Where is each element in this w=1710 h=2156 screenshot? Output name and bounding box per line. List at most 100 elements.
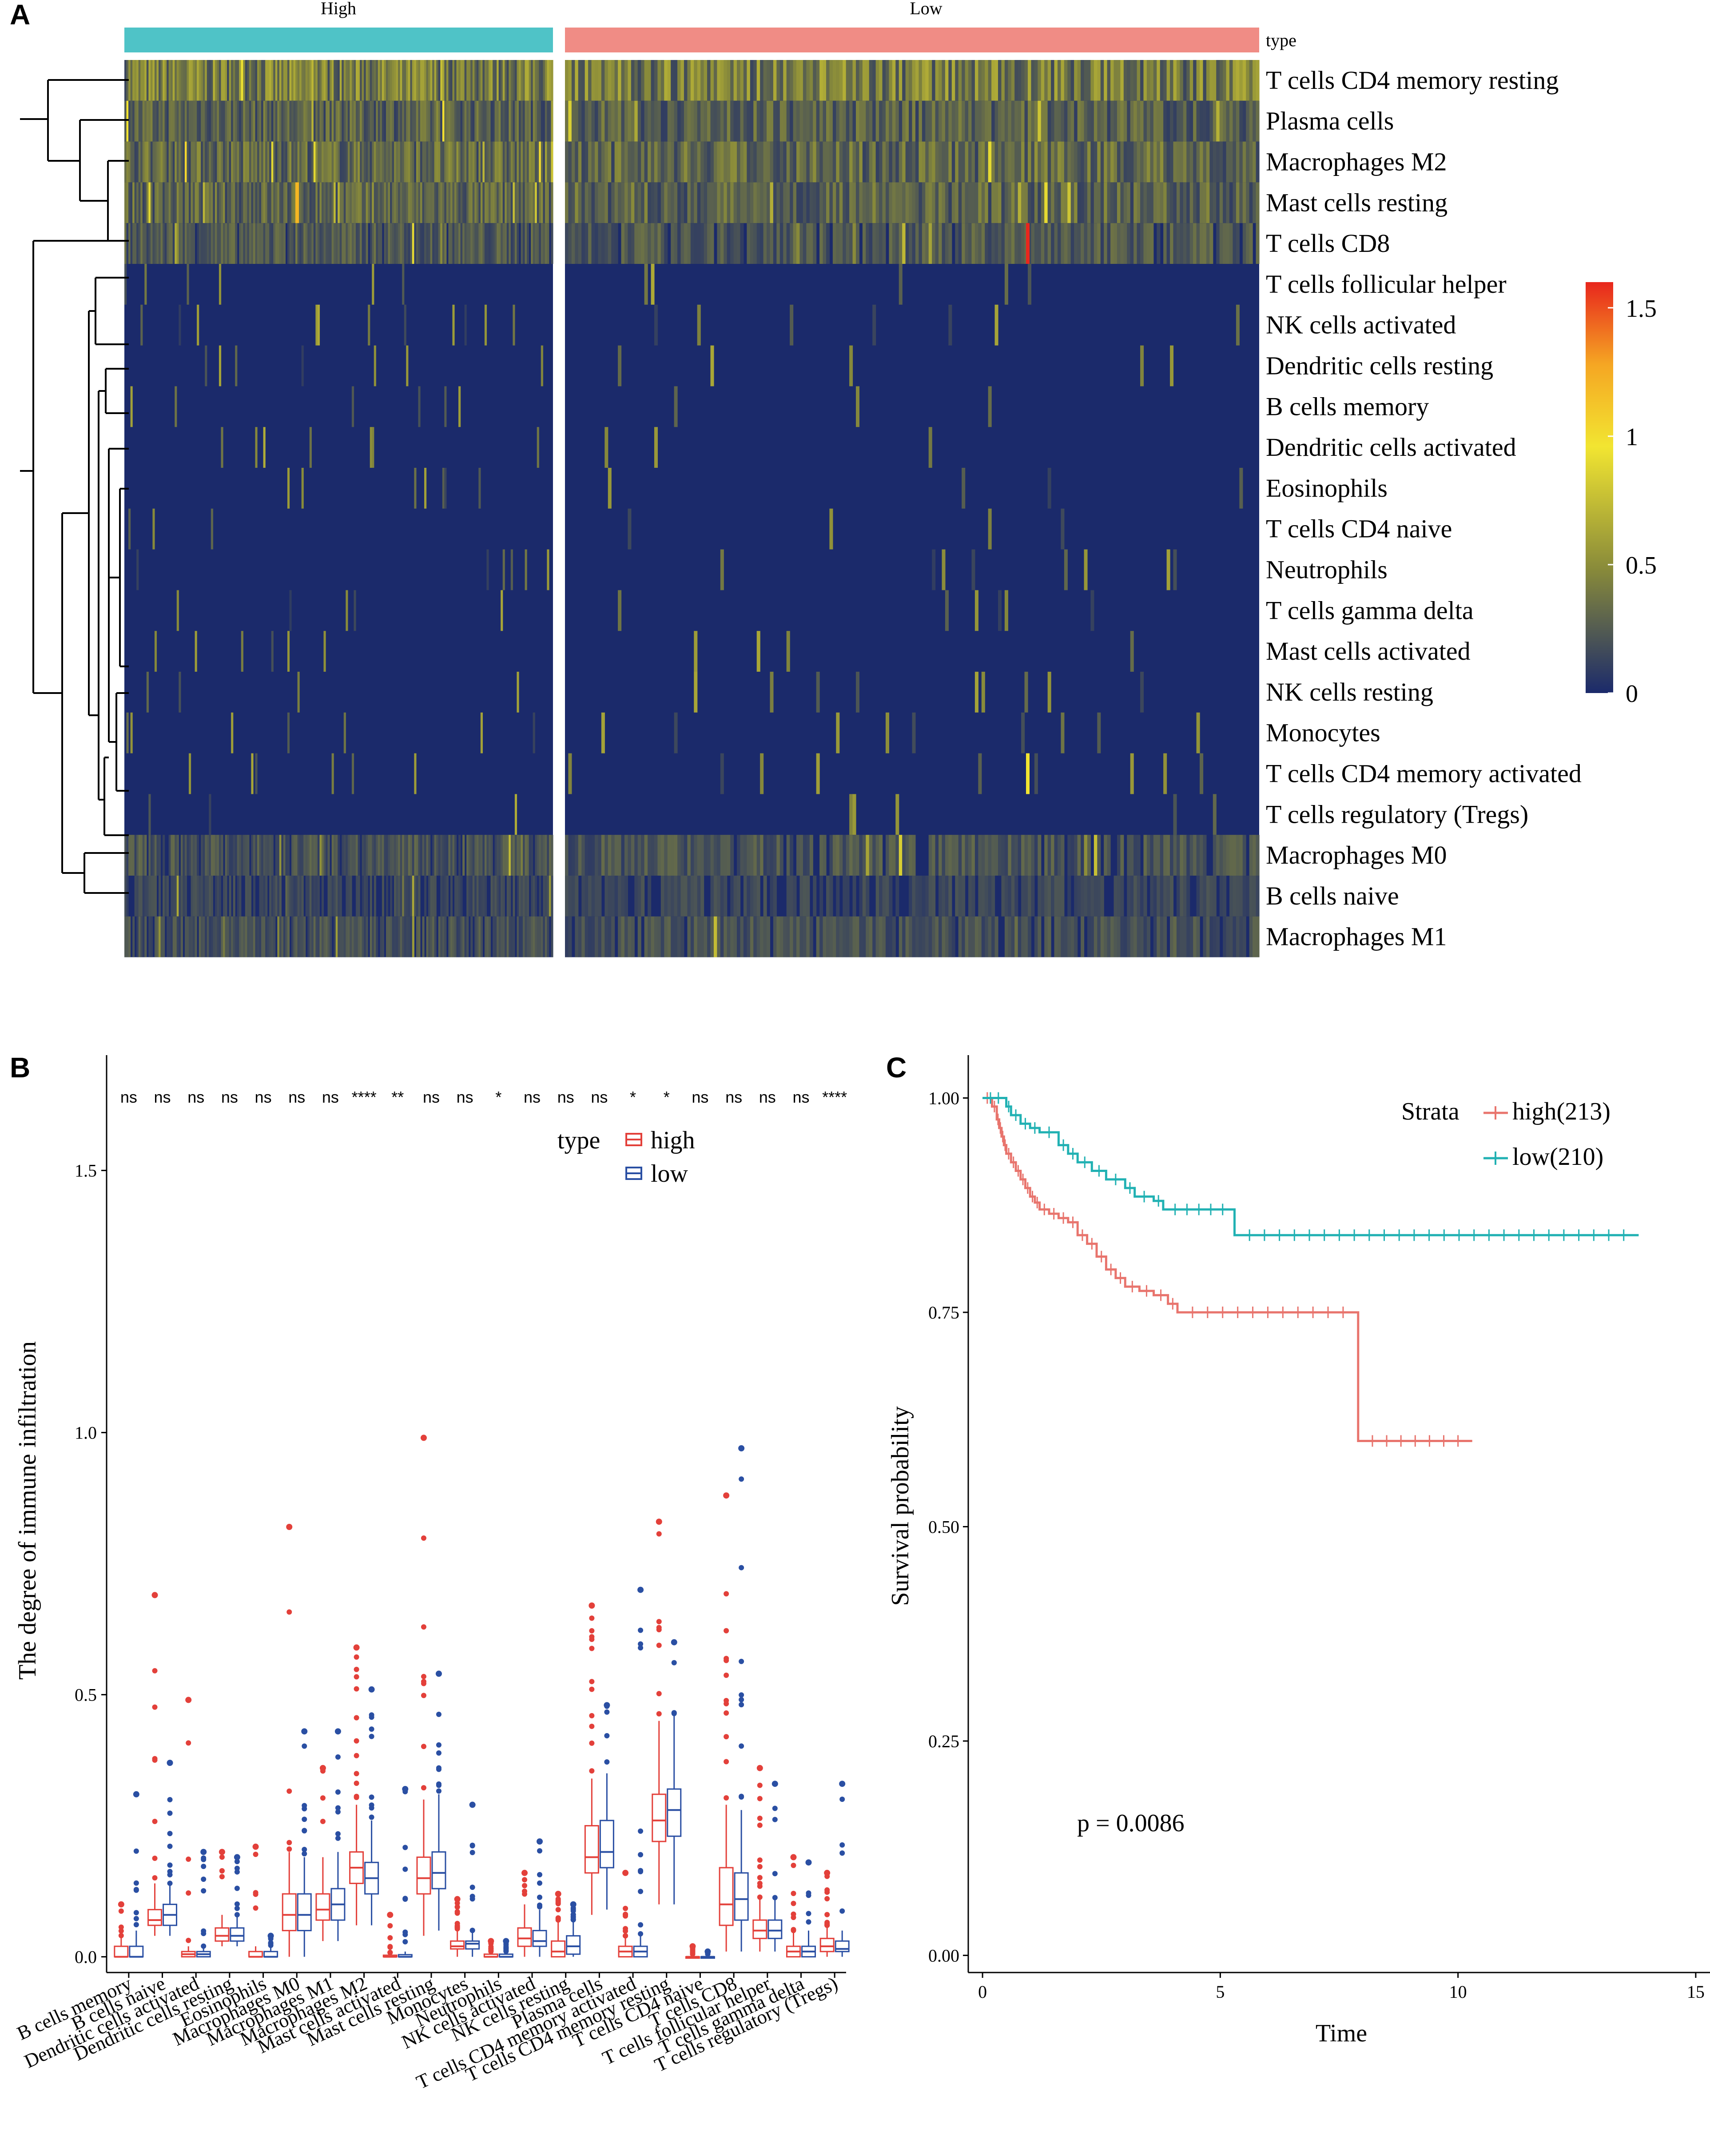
heatmap-cell bbox=[855, 141, 860, 183]
heatmap-cell bbox=[398, 835, 401, 876]
heatmap-cell bbox=[912, 712, 916, 753]
heatmap-cell bbox=[472, 141, 475, 183]
heatmap-cell bbox=[343, 916, 346, 957]
heatmap-cell bbox=[945, 141, 949, 183]
heatmap-cell bbox=[852, 141, 856, 183]
heatmap-cell bbox=[925, 916, 929, 957]
significance-label: ns bbox=[557, 1088, 574, 1106]
heatmap-cell bbox=[154, 182, 157, 223]
heatmap-cell bbox=[313, 223, 316, 264]
outlier-point bbox=[320, 1795, 326, 1801]
heatmap-cell bbox=[164, 223, 167, 264]
heatmap-cell bbox=[281, 916, 284, 957]
heatmap-cell bbox=[175, 835, 177, 876]
heatmap-cell bbox=[392, 141, 394, 183]
heatmap-cell bbox=[269, 876, 272, 917]
heatmap-cell bbox=[545, 100, 548, 142]
heatmap-cell bbox=[271, 141, 274, 183]
heatmap-cell bbox=[376, 141, 378, 183]
heatmap-cell bbox=[978, 916, 982, 957]
outlier-point bbox=[436, 1788, 441, 1794]
heatmap-cell bbox=[998, 835, 1002, 876]
heatmap-cell bbox=[299, 876, 302, 917]
heatmap-cell bbox=[231, 60, 234, 101]
heatmap-cell bbox=[962, 182, 966, 223]
heatmap-cell bbox=[547, 876, 549, 917]
heatmap-cell bbox=[494, 916, 497, 957]
heatmap-cell bbox=[1090, 60, 1094, 101]
heatmap-cell bbox=[323, 182, 326, 223]
heatmap-cell bbox=[404, 835, 406, 876]
heatmap-cell bbox=[803, 141, 807, 183]
heatmap-cell bbox=[671, 182, 675, 223]
heatmap-cell bbox=[1246, 876, 1250, 917]
heatmap-cell bbox=[267, 916, 270, 957]
heatmap-cell bbox=[321, 141, 324, 183]
heatmap-cell bbox=[513, 835, 515, 876]
heatmap-cell bbox=[1081, 60, 1085, 101]
heatmap-cell bbox=[1223, 835, 1227, 876]
heatmap-cell bbox=[657, 916, 661, 957]
outlier-point bbox=[302, 1806, 307, 1812]
heatmap-cell bbox=[733, 182, 737, 223]
heatmap-cell bbox=[159, 876, 161, 917]
heatmap-cell bbox=[261, 182, 264, 223]
heatmap-cell bbox=[502, 141, 505, 183]
heatmap-cell bbox=[251, 60, 254, 101]
heatmap-cell bbox=[243, 223, 246, 264]
heatmap-cell bbox=[740, 100, 744, 142]
significance-label: ns bbox=[255, 1088, 272, 1106]
heatmap-cell bbox=[167, 100, 169, 142]
heatmap-cell bbox=[378, 835, 380, 876]
heatmap-cell bbox=[126, 223, 129, 264]
heatmap-cell bbox=[809, 141, 813, 183]
heatmap-cell bbox=[674, 916, 678, 957]
heatmap-cell bbox=[939, 100, 942, 142]
heatmap-cell bbox=[611, 916, 615, 957]
heatmap-cell bbox=[680, 835, 684, 876]
heatmap-cell bbox=[362, 141, 364, 183]
heatmap-cell bbox=[885, 182, 889, 223]
heatmap-cell bbox=[1100, 60, 1104, 101]
heatmap-cell bbox=[680, 141, 684, 183]
heatmap-cell bbox=[257, 182, 260, 223]
heatmap-cell bbox=[217, 141, 219, 183]
heatmap-cell bbox=[948, 182, 952, 223]
heatmap-cell bbox=[233, 876, 235, 917]
heatmap-low-block bbox=[565, 60, 1260, 957]
heatmap-cell bbox=[346, 916, 348, 957]
heatmap-cell bbox=[510, 223, 513, 264]
legend-title: type bbox=[557, 1127, 600, 1154]
heatmap-cell bbox=[486, 141, 489, 183]
heatmap-cell bbox=[183, 876, 185, 917]
heatmap-cell bbox=[717, 141, 721, 183]
heatmap-cell bbox=[271, 223, 274, 264]
heatmap-cell bbox=[263, 835, 266, 876]
heatmap-cell bbox=[263, 427, 266, 468]
heatmap-cell bbox=[317, 876, 320, 917]
outlier-point bbox=[771, 1781, 778, 1787]
outlier-point bbox=[454, 1904, 460, 1910]
heatmap-cell bbox=[386, 223, 389, 264]
heatmap-cell bbox=[239, 60, 242, 101]
heatmap-cell bbox=[124, 264, 127, 305]
heatmap-cell bbox=[799, 100, 803, 142]
heatmap-cell bbox=[1107, 100, 1111, 142]
heatmap-cell bbox=[1200, 182, 1204, 223]
heatmap-cell bbox=[390, 916, 393, 957]
heatmap-cell bbox=[382, 141, 385, 183]
heatmap-cell bbox=[697, 916, 701, 957]
heatmap-cell bbox=[912, 141, 916, 183]
heatmap-cell bbox=[697, 223, 701, 264]
heatmap-cell bbox=[803, 100, 807, 142]
heatmap-cell bbox=[525, 835, 527, 876]
heatmap-cell bbox=[319, 182, 322, 223]
heatmap-cell bbox=[1090, 141, 1094, 183]
heatmap-cell bbox=[866, 60, 870, 101]
heatmap-cell bbox=[440, 876, 443, 917]
heatmap-cell bbox=[362, 100, 364, 142]
heatmap-cell bbox=[1213, 916, 1217, 957]
heatmap-cell bbox=[343, 182, 346, 223]
heatmap-cell bbox=[1070, 141, 1074, 183]
outlier-point bbox=[302, 1828, 307, 1833]
